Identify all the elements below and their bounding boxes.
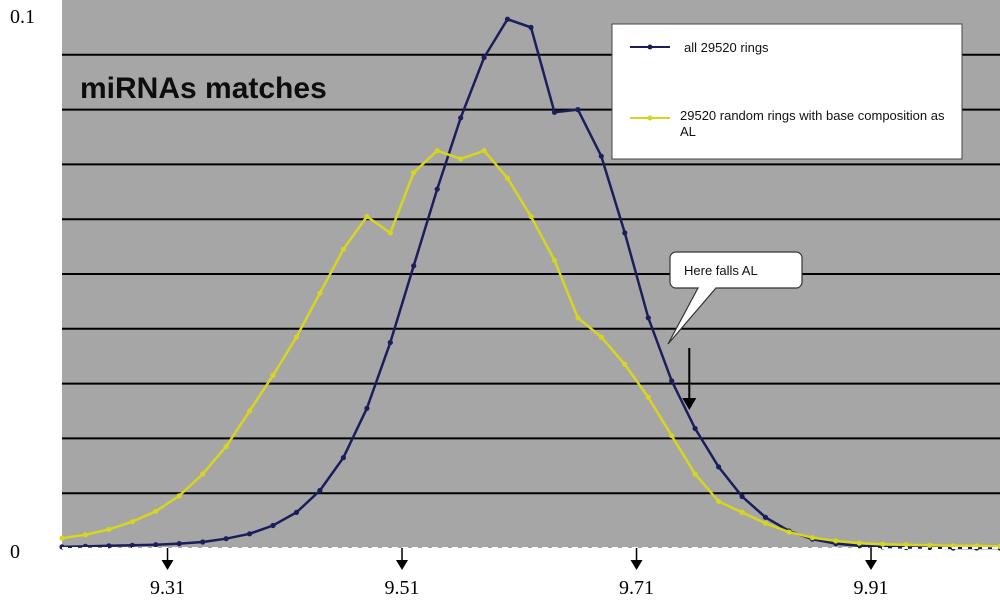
data-point bbox=[481, 148, 487, 154]
legend-label-random-rings: 29520 random rings with base composition… bbox=[680, 108, 945, 139]
data-point bbox=[293, 509, 300, 515]
data-point bbox=[504, 175, 511, 181]
data-point bbox=[645, 394, 651, 400]
gridlines bbox=[62, 53, 1000, 495]
data-point bbox=[223, 444, 229, 450]
data-point bbox=[481, 54, 487, 61]
data-point bbox=[739, 509, 745, 515]
data-point bbox=[293, 334, 300, 340]
data-point bbox=[317, 290, 323, 296]
annotation-arrow bbox=[682, 348, 697, 410]
data-point bbox=[387, 230, 393, 236]
data-point bbox=[716, 498, 722, 504]
data-point bbox=[880, 541, 886, 547]
chart-title: miRNAs matches bbox=[80, 72, 327, 105]
data-point bbox=[364, 405, 370, 411]
data-point bbox=[669, 378, 675, 384]
data-point bbox=[153, 508, 159, 514]
x-tick-label: 9.71 bbox=[619, 577, 654, 599]
data-point bbox=[575, 315, 581, 321]
x-tick-arrow bbox=[865, 560, 878, 570]
data-point bbox=[340, 455, 346, 461]
data-point bbox=[903, 542, 909, 548]
data-point bbox=[692, 471, 698, 477]
x-tick-arrow bbox=[630, 560, 643, 570]
data-point bbox=[598, 334, 604, 340]
data-point bbox=[833, 538, 839, 544]
data-point bbox=[434, 186, 440, 192]
data-point bbox=[200, 471, 206, 477]
legend-label-all-rings: all 29520 rings bbox=[684, 40, 769, 55]
data-point bbox=[856, 540, 862, 546]
x-tick-arrow bbox=[396, 560, 409, 570]
data-point bbox=[504, 16, 511, 22]
data-point bbox=[153, 542, 159, 548]
data-point bbox=[129, 542, 135, 548]
data-point bbox=[176, 541, 182, 547]
data-point bbox=[669, 433, 675, 439]
data-point bbox=[692, 425, 698, 432]
data-point bbox=[247, 408, 253, 414]
data-point bbox=[223, 536, 229, 542]
legend: all 29520 rings 29520 random rings with … bbox=[611, 23, 963, 160]
data-point bbox=[528, 213, 534, 220]
data-point bbox=[762, 514, 769, 520]
data-point bbox=[317, 487, 323, 494]
legend-box bbox=[611, 23, 963, 160]
data-point bbox=[200, 539, 206, 545]
data-point bbox=[411, 170, 417, 176]
data-point bbox=[528, 24, 534, 30]
data-point bbox=[59, 535, 65, 541]
arrow-head bbox=[682, 398, 697, 410]
data-point bbox=[82, 532, 88, 538]
data-point bbox=[716, 464, 722, 470]
data-point bbox=[387, 339, 393, 346]
data-point bbox=[458, 115, 464, 121]
data-point bbox=[622, 230, 628, 236]
x-tick-label: 9.51 bbox=[385, 577, 420, 599]
data-point bbox=[645, 315, 651, 321]
data-point bbox=[434, 148, 440, 154]
legend-marker-all-rings bbox=[647, 44, 653, 50]
data-point bbox=[340, 246, 346, 252]
callout-text: Here falls AL bbox=[684, 263, 758, 278]
data-point bbox=[598, 153, 604, 159]
data-point bbox=[129, 519, 135, 525]
x-tick-arrow bbox=[161, 560, 174, 570]
data-point bbox=[786, 529, 792, 535]
data-point bbox=[270, 372, 276, 378]
annotation-callout: Here falls AL bbox=[667, 251, 803, 410]
data-point bbox=[106, 526, 112, 533]
data-point bbox=[575, 107, 581, 113]
data-point bbox=[458, 156, 464, 162]
data-point bbox=[411, 263, 417, 269]
data-point bbox=[622, 361, 628, 367]
data-point bbox=[551, 109, 558, 115]
y-tick-label-bottom: 0 bbox=[10, 541, 20, 563]
data-point bbox=[997, 543, 1000, 549]
x-tick-label: 9.31 bbox=[150, 577, 185, 599]
callout-bubble bbox=[667, 251, 803, 345]
data-point bbox=[551, 257, 558, 263]
data-point bbox=[176, 493, 182, 499]
data-point bbox=[739, 493, 745, 500]
data-point bbox=[270, 522, 276, 529]
data-point bbox=[364, 213, 370, 220]
legend-marker-random-rings bbox=[647, 115, 653, 121]
data-point bbox=[809, 535, 816, 541]
x-tick-label: 9.91 bbox=[854, 577, 889, 599]
data-point bbox=[927, 542, 933, 548]
y-tick-label-top: 0.1 bbox=[10, 6, 35, 28]
x-axis: 9.31 9.51 9.71 9.91 bbox=[62, 547, 1000, 599]
data-point bbox=[762, 520, 769, 526]
data-point bbox=[247, 531, 253, 537]
